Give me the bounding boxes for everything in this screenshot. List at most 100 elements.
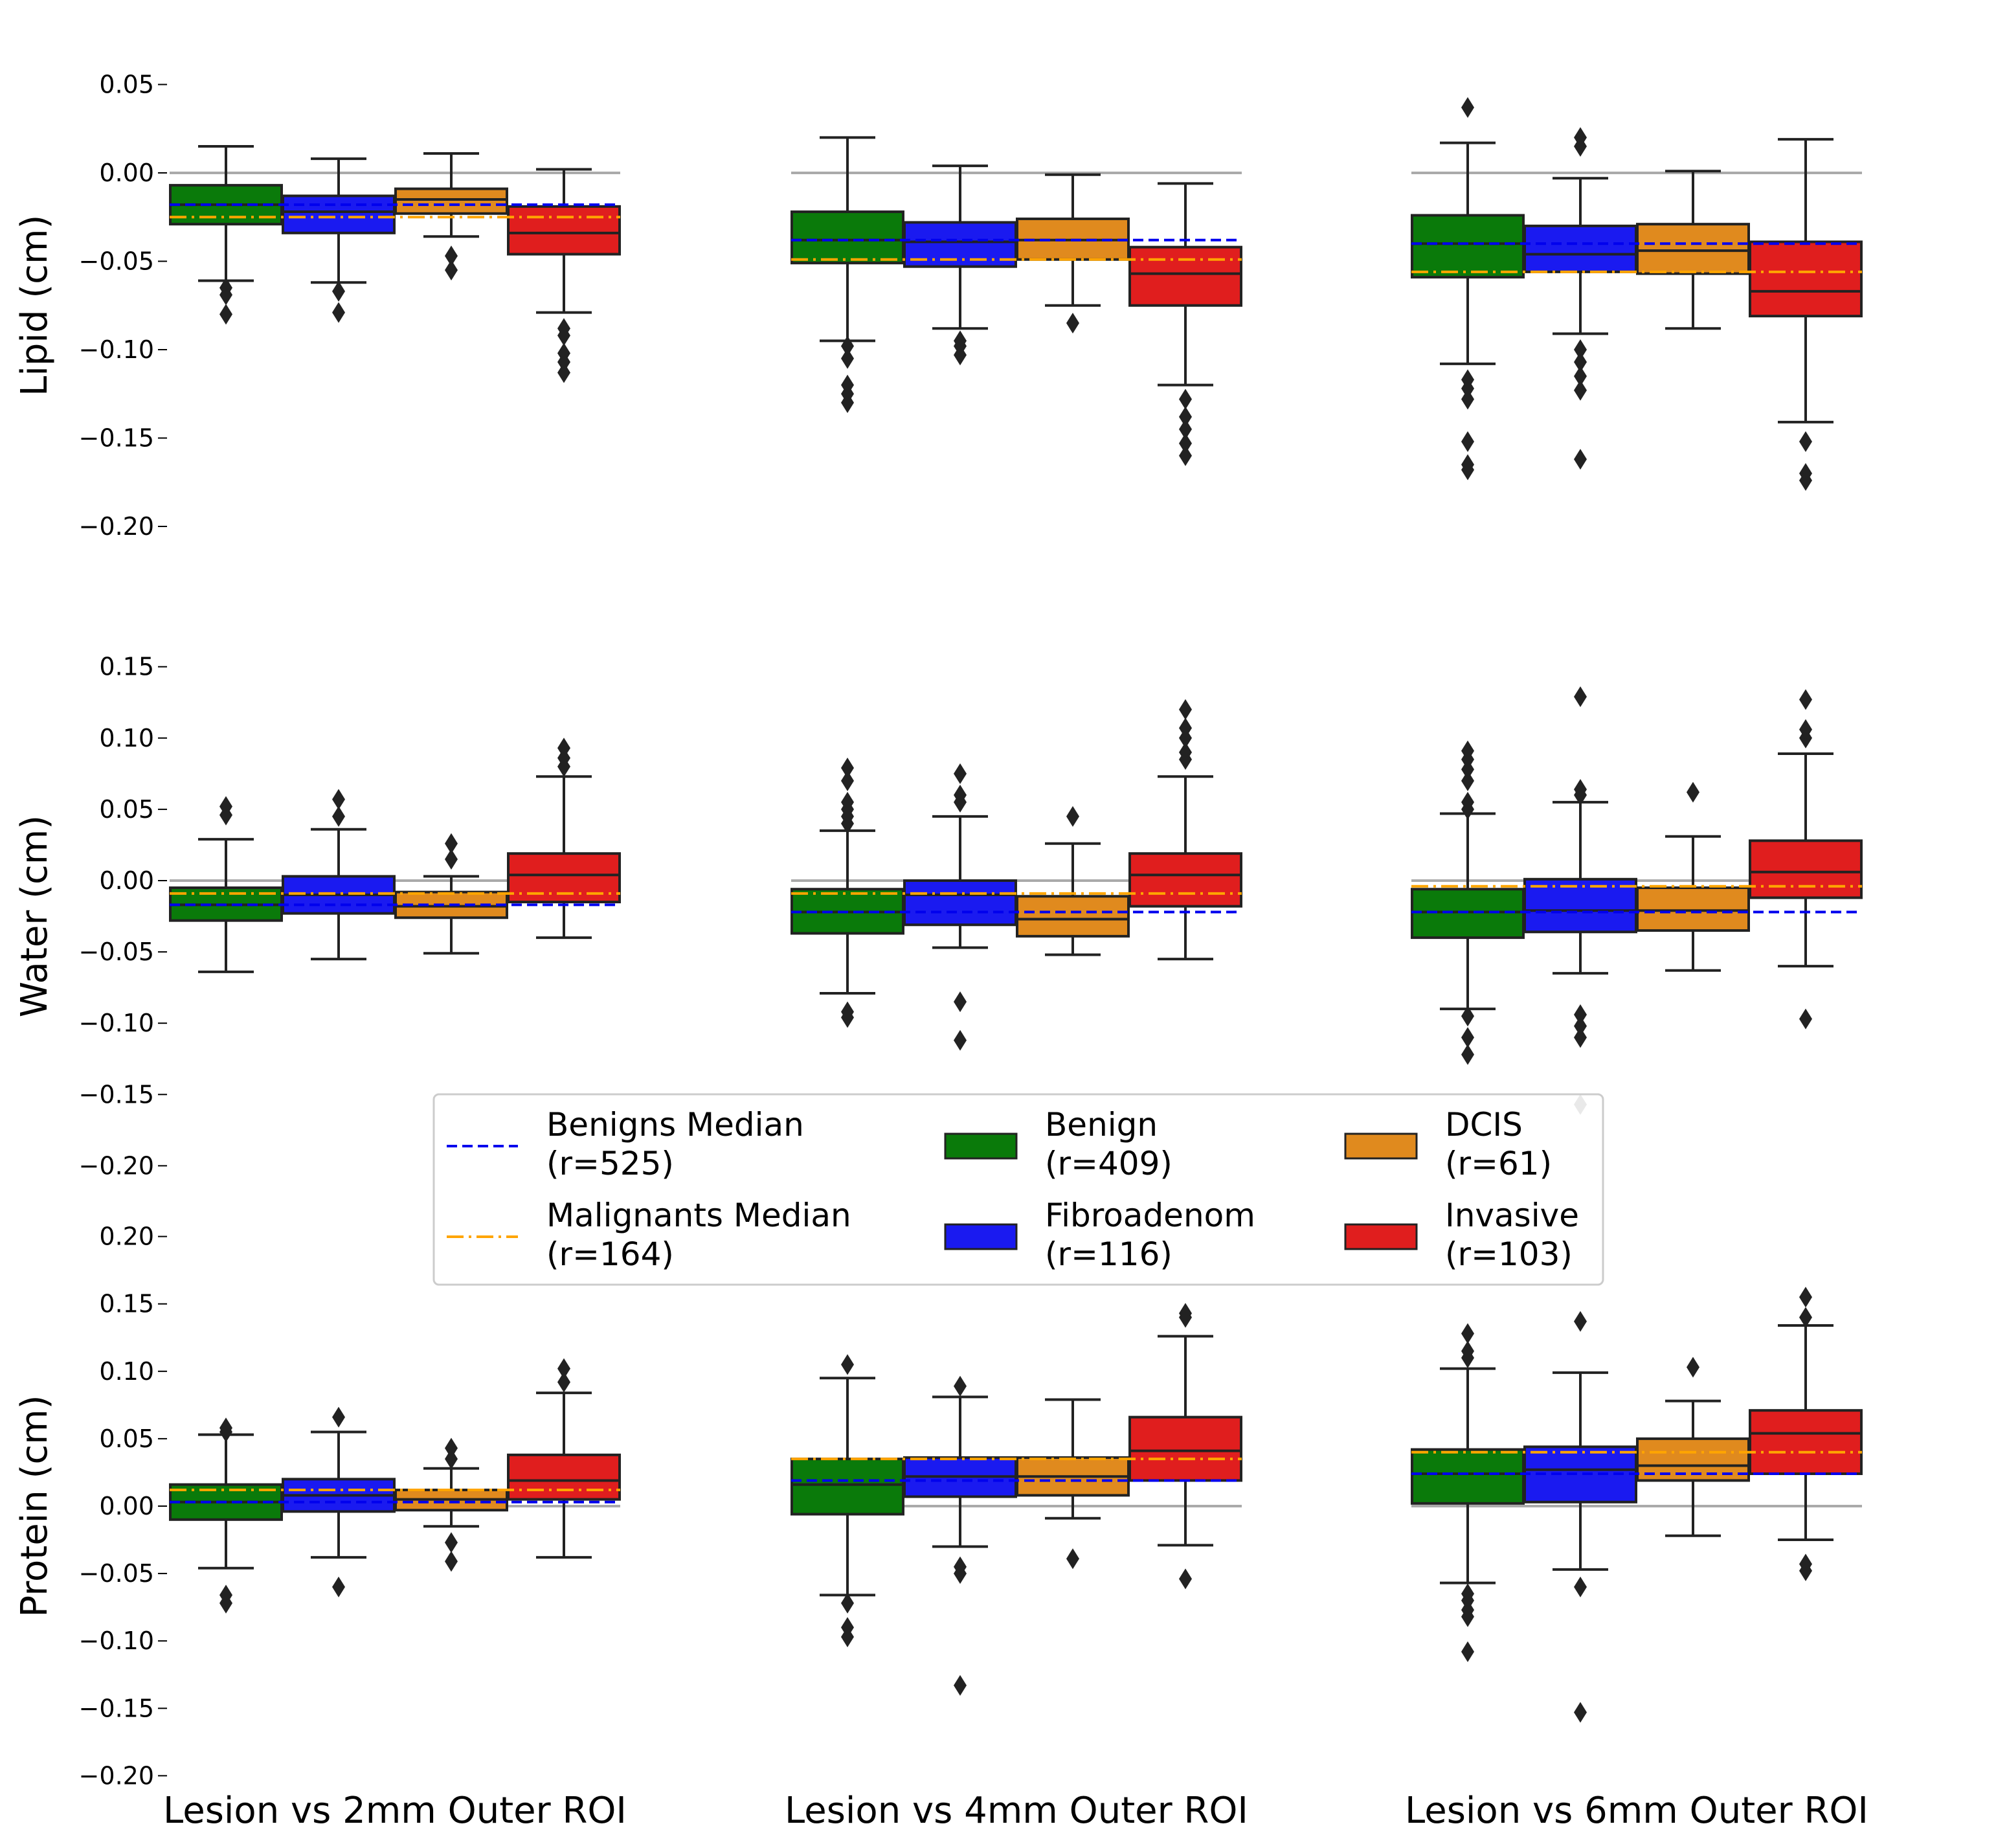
box-invasive bbox=[1128, 1303, 1242, 1590]
outlier-point bbox=[1461, 1044, 1474, 1065]
panel-0-0 bbox=[169, 145, 621, 383]
y-axis-label: Lipid (cm) bbox=[14, 215, 56, 396]
legend-count: (r=409) bbox=[1045, 1145, 1172, 1182]
legend-swatch-fibroadenom bbox=[944, 1223, 1018, 1250]
legend-frame bbox=[432, 1093, 1604, 1286]
outlier-point bbox=[445, 848, 458, 870]
outlier-point bbox=[332, 280, 345, 302]
box-dcis bbox=[1016, 806, 1130, 956]
box-fibroadenom bbox=[903, 1375, 1017, 1696]
outlier-point bbox=[1799, 1307, 1812, 1328]
y-tick-label: 0.10 bbox=[99, 1357, 154, 1386]
legend-label: Invasive bbox=[1445, 1197, 1579, 1234]
outlier-point bbox=[1461, 1606, 1474, 1627]
outlier-point bbox=[557, 1371, 570, 1393]
outlier-point bbox=[1461, 378, 1474, 400]
outlier-point bbox=[841, 1626, 854, 1647]
box-benign bbox=[169, 796, 283, 973]
outlier-point bbox=[841, 758, 854, 779]
outlier-point bbox=[1179, 1303, 1192, 1324]
y-tick-label: 0.10 bbox=[99, 724, 154, 752]
iqr-box bbox=[791, 210, 904, 265]
outlier-point bbox=[1461, 459, 1474, 480]
legend: Benigns Median(r=525)Malignants Median(r… bbox=[432, 1093, 1604, 1286]
box-dcis bbox=[1636, 1357, 1750, 1537]
outlier-point bbox=[332, 1576, 345, 1597]
outlier-point bbox=[841, 1354, 854, 1375]
outlier-point bbox=[332, 806, 345, 827]
iqr-box bbox=[1411, 214, 1525, 279]
box-invasive bbox=[1749, 689, 1863, 1030]
outlier-point bbox=[841, 348, 854, 369]
x-axis-label: Lesion vs 6mm Outer ROI bbox=[1405, 1790, 1868, 1832]
box-fibroadenom bbox=[1523, 127, 1637, 470]
legend-count: (r=525) bbox=[546, 1145, 674, 1182]
outlier-point bbox=[1574, 379, 1587, 401]
y-tick-label: 0.05 bbox=[99, 71, 154, 99]
iqr-box bbox=[791, 1458, 904, 1516]
outlier-point bbox=[1574, 449, 1587, 470]
outlier-point bbox=[1574, 1015, 1587, 1037]
panel-1-1 bbox=[791, 699, 1242, 1051]
y-tick-label: 0.15 bbox=[99, 1290, 154, 1318]
outlier-point bbox=[1574, 136, 1587, 157]
outlier-point bbox=[332, 302, 345, 323]
outlier-point bbox=[445, 245, 458, 267]
outlier-point bbox=[1461, 1006, 1474, 1027]
y-tick-label: −0.20 bbox=[79, 1761, 154, 1790]
box-fibroadenom bbox=[1523, 1311, 1637, 1723]
outlier-point bbox=[332, 789, 345, 810]
box-invasive bbox=[1749, 138, 1863, 491]
row-0: 0.05 0.00 −0.05 −0.10 −0.15 −0.20 Lipid (cm) bbox=[14, 71, 1863, 541]
outlier-point bbox=[1461, 1340, 1474, 1362]
outlier-point bbox=[1687, 782, 1699, 803]
outlier-point bbox=[557, 325, 570, 346]
iqr-box bbox=[1749, 1409, 1863, 1476]
y-tick-label: −0.15 bbox=[79, 424, 154, 453]
outlier-point bbox=[1461, 740, 1474, 761]
y-tick-label: 0.00 bbox=[99, 866, 154, 895]
legend-count: (r=164) bbox=[546, 1235, 674, 1273]
outlier-point bbox=[954, 1030, 967, 1051]
outlier-point bbox=[1179, 699, 1192, 720]
outlier-point bbox=[1799, 1287, 1812, 1308]
outlier-point bbox=[841, 770, 854, 791]
outlier-point bbox=[954, 344, 967, 366]
outlier-point bbox=[445, 1532, 458, 1553]
outlier-point bbox=[1799, 431, 1812, 452]
outlier-point bbox=[445, 833, 458, 854]
outlier-point bbox=[1179, 741, 1192, 763]
outlier-point bbox=[1066, 313, 1079, 334]
outlier-point bbox=[1799, 1560, 1812, 1581]
outlier-point bbox=[1179, 445, 1192, 466]
outlier-point bbox=[1461, 791, 1474, 813]
outlier-point bbox=[1066, 806, 1079, 827]
y-tick-label: −0.05 bbox=[79, 1559, 154, 1588]
outlier-point bbox=[954, 1563, 967, 1584]
y-tick-label: 0.00 bbox=[99, 159, 154, 187]
iqr-box bbox=[1523, 224, 1637, 273]
box-dcis bbox=[1636, 170, 1750, 330]
outlier-point bbox=[841, 1007, 854, 1028]
outlier-point bbox=[841, 791, 854, 813]
box-fibroadenom bbox=[903, 763, 1017, 1051]
iqr-box bbox=[507, 205, 621, 256]
outlier-point bbox=[954, 1375, 967, 1397]
box-fibroadenom bbox=[903, 164, 1017, 366]
outlier-point bbox=[219, 304, 232, 325]
legend-count: (r=116) bbox=[1045, 1235, 1172, 1273]
iqr-box bbox=[1016, 895, 1130, 938]
outlier-point bbox=[557, 362, 570, 383]
y-tick-label: −0.10 bbox=[79, 335, 154, 364]
outlier-point bbox=[1574, 365, 1587, 387]
x-axis-label: Lesion vs 2mm Outer ROI bbox=[163, 1790, 627, 1832]
iqr-box bbox=[282, 194, 396, 234]
box-fibroadenom bbox=[282, 1406, 396, 1597]
outlier-point bbox=[1574, 339, 1587, 360]
iqr-box bbox=[507, 1453, 621, 1501]
y-tick-label: −0.10 bbox=[79, 1627, 154, 1655]
iqr-box bbox=[1636, 886, 1750, 932]
panel-0-1 bbox=[791, 136, 1242, 466]
y-tick-label: −0.15 bbox=[79, 1694, 154, 1722]
box-benign bbox=[791, 1354, 904, 1647]
